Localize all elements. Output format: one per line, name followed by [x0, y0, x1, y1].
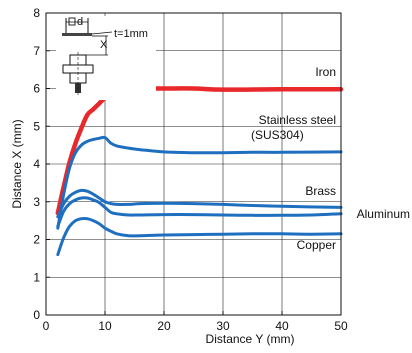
- series-label-iron: Iron: [315, 65, 336, 79]
- series-label-stainless-steel-sus304: (SUS304): [251, 128, 304, 142]
- x-tick-label: 30: [216, 319, 230, 333]
- x-tick-label: 20: [157, 319, 171, 333]
- sensor-diagram: d X t=1mm: [56, 16, 156, 100]
- y-tick-label: 5: [33, 119, 40, 133]
- series-label-copper: Copper: [297, 238, 336, 252]
- diagram-label-d: d: [77, 16, 83, 28]
- x-axis-label: Distance Y (mm): [206, 332, 295, 346]
- x-tick-label: 0: [43, 319, 50, 333]
- series-label-aluminum: Aluminum: [357, 207, 410, 221]
- y-tick-label: 8: [33, 6, 40, 20]
- y-axis-label: Distance X (mm): [10, 119, 24, 208]
- series-label-brass: Brass: [305, 184, 336, 198]
- diagram-label-x: X: [100, 39, 108, 51]
- diagram-square-symbol: [68, 17, 76, 26]
- series-line-stainless-steel-sus304: [56, 135, 343, 230]
- diagram-thickness-leader: [91, 31, 113, 35]
- x-tick-label: 40: [275, 319, 289, 333]
- series-line-copper: [56, 216, 343, 257]
- y-tick-label: 0: [33, 308, 40, 322]
- x-tick-label: 10: [98, 319, 112, 333]
- series-line-brass: [56, 188, 343, 219]
- x-tick-label: 50: [334, 319, 348, 333]
- y-tick-label: 7: [33, 44, 40, 58]
- series-labels: Iron Stainless steel(SUS304) Brass Aluminum…: [251, 65, 410, 252]
- series-line-aluminum: [56, 196, 343, 228]
- diagram-label-thickness: t=1mm: [114, 28, 148, 40]
- y-tick-label: 1: [33, 270, 40, 284]
- y-tick-label: 3: [33, 195, 40, 209]
- ticks: 0 10 20 30 40 50 0 1 2 3 4 5 6 7 8: [33, 6, 348, 333]
- y-tick-label: 6: [33, 82, 40, 96]
- diagram-target-plate: [62, 33, 92, 36]
- y-tick-label: 4: [33, 157, 40, 171]
- y-tick-label: 2: [33, 233, 40, 247]
- plot-frame: [45, 12, 342, 316]
- series-label-stainless-steel-sus304: Stainless steel: [259, 113, 336, 127]
